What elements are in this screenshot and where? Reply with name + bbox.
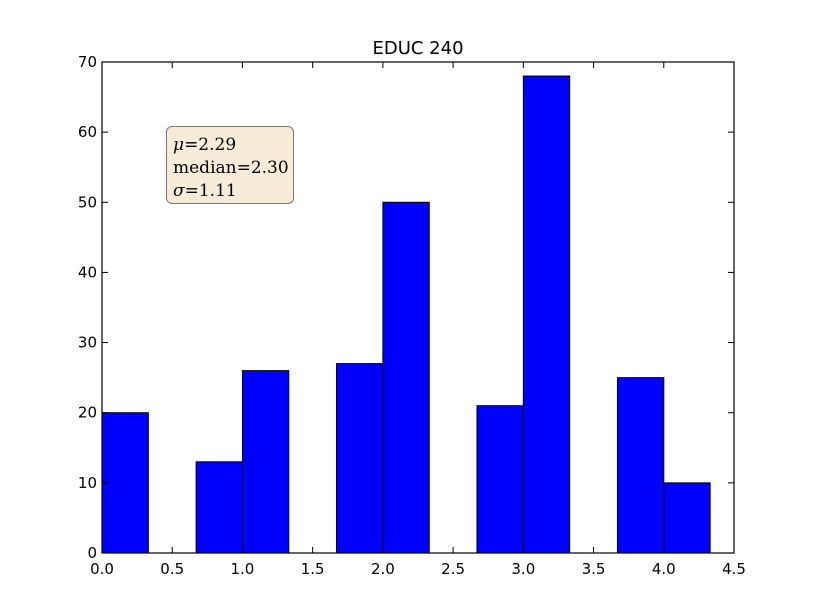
mu-symbol: μ [173, 135, 185, 155]
bars-group [101, 75, 711, 554]
histogram-bar-2 [195, 461, 243, 554]
x-tick-label-3: 1.5 [301, 560, 325, 578]
histogram-bar-6 [382, 201, 430, 554]
y-tick-label-5: 50 [78, 193, 97, 211]
y-tick-label-4: 40 [78, 263, 97, 281]
median-label: median [173, 158, 237, 178]
histogram-bar-3 [241, 370, 290, 554]
y-tick-label-2: 20 [78, 404, 97, 422]
y-tick-label-1: 10 [78, 474, 97, 492]
x-tick-label-0: 0.0 [90, 560, 114, 578]
mu-value: =2.29 [184, 135, 237, 155]
x-tick-label-9: 4.5 [722, 560, 746, 578]
histogram-bar-5 [336, 363, 384, 554]
x-tick-label-6: 3.0 [511, 560, 535, 578]
stats-mean: μ=2.29 [173, 134, 293, 157]
x-tick-label-4: 2.0 [371, 560, 395, 578]
y-tick-label-3: 30 [78, 334, 97, 352]
histogram-bar-8 [476, 405, 524, 554]
ticks-group: 0.0 0.5 1.0 1.5 2.0 2.5 3.0 3.5 4.0 4.5 0 10 20 30 40 5… [78, 53, 746, 578]
y-tick-label-6: 60 [78, 123, 97, 141]
stats-sigma: σ=1.11 [173, 180, 293, 203]
y-tick-label-7: 70 [78, 53, 97, 71]
histogram-bar-9 [522, 75, 571, 554]
x-tick-label-5: 2.5 [441, 560, 465, 578]
sigma-value: =1.11 [184, 181, 237, 201]
y-tick-label-0: 0 [87, 544, 97, 562]
chart-title: EDUC 240 [372, 38, 463, 59]
histogram-bar-12 [663, 482, 711, 554]
stats-annotation-box: μ=2.29 median=2.30 σ=1.11 [166, 126, 294, 204]
x-tick-label-7: 3.5 [582, 560, 606, 578]
histogram-bar-0 [101, 412, 149, 554]
sigma-symbol: σ [173, 181, 185, 201]
x-tick-label-8: 4.0 [652, 560, 676, 578]
median-value: =2.30 [236, 158, 289, 178]
plot-frame [101, 61, 735, 554]
histogram-bar-11 [616, 377, 665, 554]
x-tick-label-2: 1.0 [231, 560, 255, 578]
x-tick-label-1: 0.5 [160, 560, 184, 578]
stats-median: median=2.30 [173, 157, 293, 180]
